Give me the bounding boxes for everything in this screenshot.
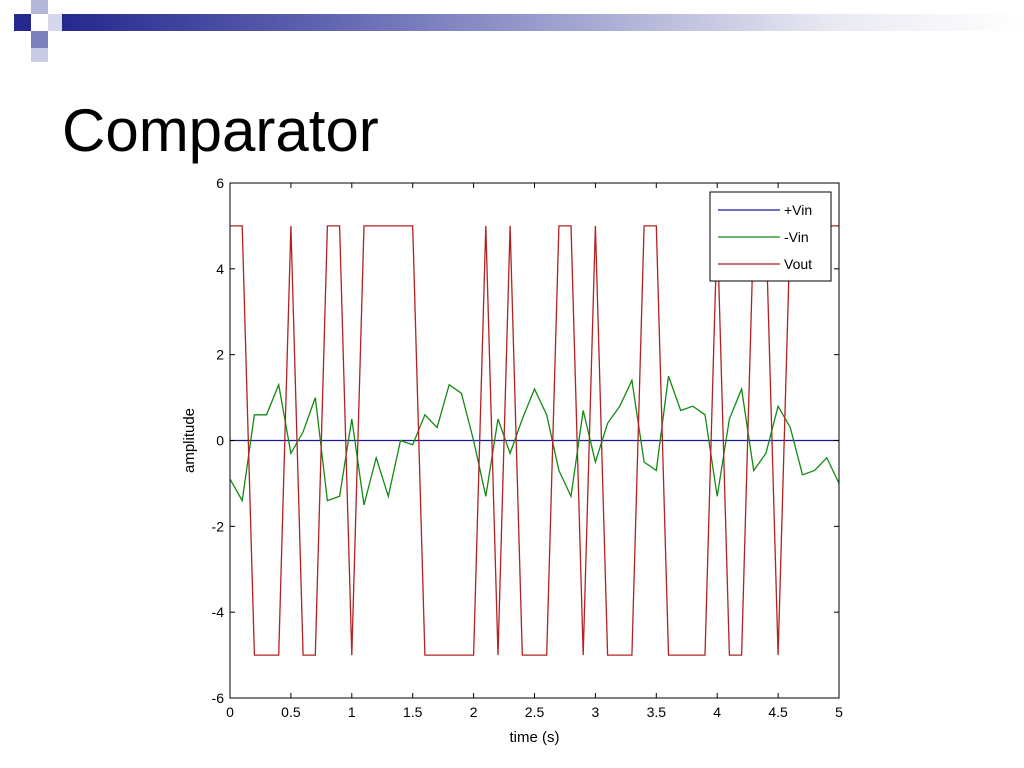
x-tick-label: 4 bbox=[713, 704, 721, 720]
header-square-light bbox=[31, 0, 48, 14]
x-tick-label: 1.5 bbox=[403, 704, 423, 720]
series-layer bbox=[229, 225, 840, 656]
header-square-pale bbox=[48, 14, 62, 31]
series-line-2 bbox=[230, 225, 839, 656]
x-tick-label: 5 bbox=[835, 704, 843, 720]
x-axis-label: time (s) bbox=[510, 729, 560, 746]
y-tick-label: 6 bbox=[216, 175, 224, 191]
x-tick-label: 0.5 bbox=[281, 704, 301, 720]
y-tick-label: 0 bbox=[216, 433, 224, 449]
x-tick-label: 0 bbox=[226, 704, 234, 720]
legend-entry-label: -Vin bbox=[784, 229, 809, 245]
series-line-1 bbox=[229, 375, 840, 506]
slide-title: Comparator bbox=[62, 97, 379, 164]
y-axis-label: amplitude bbox=[181, 408, 198, 473]
comparator-chart: 0 0.5 1 1.5 2 2.5 3 3.5 4 4.5 5 -6 -4 -2 0 2 4 6 time (s)… bbox=[181, 175, 844, 746]
header-gradient-bar bbox=[62, 14, 1024, 31]
x-tick-label: 3 bbox=[592, 704, 600, 720]
chart-legend: +Vin -Vin Vout bbox=[709, 191, 832, 282]
y-tick-label: 2 bbox=[216, 347, 224, 363]
chart-container: 0 0.5 1 1.5 2 2.5 3 3.5 4 4.5 5 -6 -4 -2 0 2 4 6 time (s)… bbox=[160, 168, 860, 768]
y-tick-label: 4 bbox=[216, 261, 224, 277]
x-tick-label: 1 bbox=[348, 704, 356, 720]
y-tick-label: -6 bbox=[212, 690, 225, 706]
x-tick-label: 2.5 bbox=[525, 704, 545, 720]
header-square-mid bbox=[31, 31, 48, 48]
ticks-layer: 0 0.5 1 1.5 2 2.5 3 3.5 4 4.5 5 -6 -4 -2 0 2 4 6 bbox=[212, 175, 844, 720]
legend-entry-label: Vout bbox=[784, 256, 812, 272]
header-square-dark bbox=[14, 14, 31, 31]
y-tick-label: -2 bbox=[212, 518, 225, 534]
y-tick-label: -4 bbox=[212, 604, 225, 620]
x-tick-label: 4.5 bbox=[768, 704, 788, 720]
legend-entry-label: +Vin bbox=[784, 202, 812, 218]
header-square-bottom bbox=[31, 48, 48, 62]
x-tick-label: 2 bbox=[470, 704, 478, 720]
x-tick-label: 3.5 bbox=[647, 704, 667, 720]
slide-header-decoration bbox=[0, 0, 1024, 64]
